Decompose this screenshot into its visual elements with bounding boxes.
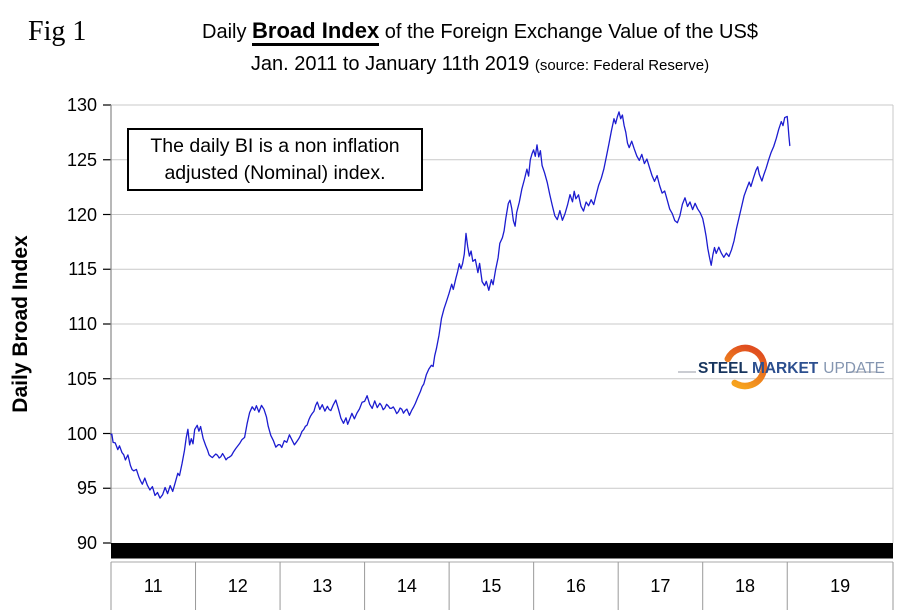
x-tick-label-19: 19 <box>830 576 851 596</box>
annotation-line1: The daily BI is a non inflation <box>150 135 400 157</box>
title-emphasis: Broad Index <box>252 18 380 46</box>
x-tick-label-11: 11 <box>143 576 163 596</box>
x-tick-label-13: 13 <box>312 576 333 596</box>
y-tick-label-95: 95 <box>76 478 97 499</box>
x-tick-label-15: 15 <box>481 576 502 596</box>
x-tick-label-18: 18 <box>734 576 755 596</box>
title-prefix: Daily <box>202 21 253 43</box>
chart-title: Daily Broad Index of the Foreign Exchang… <box>110 18 850 46</box>
title-suffix: of the Foreign Exchange Value of the US$ <box>379 21 758 43</box>
y-tick-label-90: 90 <box>76 533 97 553</box>
logo-swoosh-icon <box>722 344 768 390</box>
y-tick-label-105: 105 <box>66 368 97 389</box>
y-tick-label-115: 115 <box>68 259 97 280</box>
logo-word-steel: STEEL <box>698 360 748 377</box>
y-tick-label-125: 125 <box>66 149 97 170</box>
logo-word-update: UPDATE <box>823 360 885 377</box>
x-tick-label-12: 12 <box>227 576 248 596</box>
chart-subtitle: Jan. 2011 to January 11th 2019 (source: … <box>110 51 850 79</box>
subtitle-dates: Jan. 2011 to January 11th 2019 <box>250 53 530 75</box>
y-tick-label-100: 100 <box>66 423 97 444</box>
logo-word-market: MARKET <box>752 360 819 377</box>
figure-label: Fig 1 <box>28 16 87 47</box>
chart-title-block: Daily Broad Index of the Foreign Exchang… <box>110 18 850 79</box>
x-tick-label-17: 17 <box>650 576 671 596</box>
annotation-box: The daily BI is a non inflation adjusted… <box>127 128 423 191</box>
subtitle-source: (source: Federal Reserve) <box>534 57 710 74</box>
broad-index-line-series <box>110 111 791 499</box>
annotation-line2: adjusted (Nominal) index. <box>164 162 386 184</box>
x-axis-black-band <box>111 543 893 559</box>
x-tick-label-16: 16 <box>565 576 586 596</box>
y-tick-label-110: 110 <box>68 314 97 334</box>
y-tick-label-120: 120 <box>66 204 97 225</box>
logo-wordmark: STEEL MARKET UPDATE <box>698 360 885 377</box>
x-tick-label-14: 14 <box>396 576 417 596</box>
y-tick-label-130: 130 <box>66 95 97 115</box>
